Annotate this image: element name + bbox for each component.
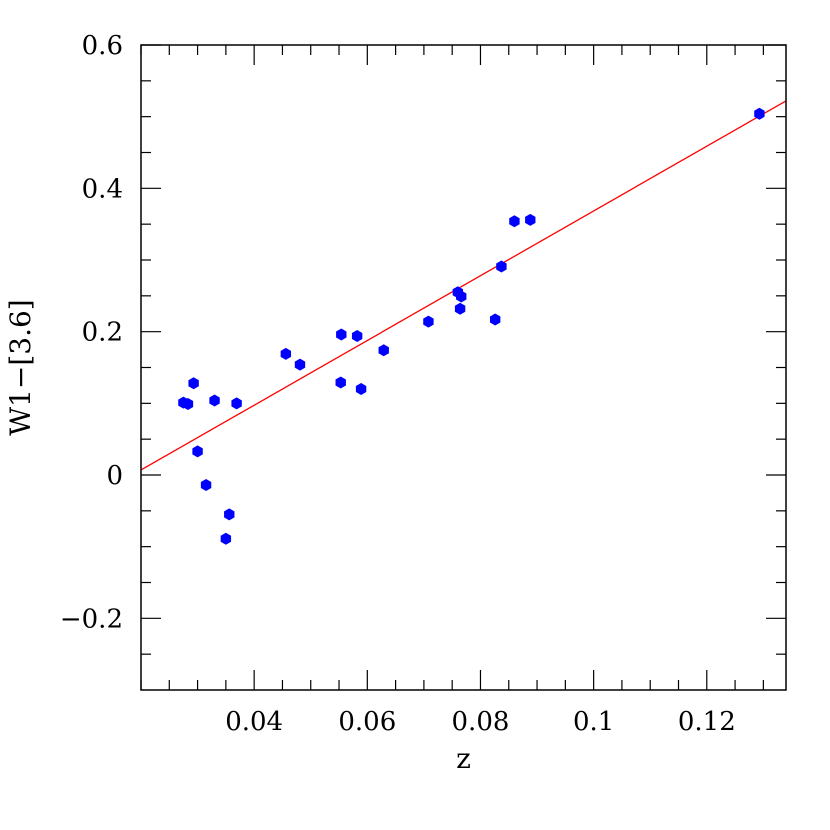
x-tick-label: 0.1 [573, 707, 614, 737]
data-point [355, 383, 367, 395]
fit-line-layer [140, 100, 787, 471]
y-tick-label: 0 [106, 461, 123, 491]
data-point [454, 302, 466, 315]
data-point [220, 532, 232, 545]
x-tick-label: 0.08 [452, 707, 510, 737]
x-tick-label: 0.04 [225, 707, 283, 737]
data-point [192, 445, 203, 458]
data-point [336, 328, 347, 341]
data-point [224, 508, 235, 521]
y-tick-label: 0.2 [82, 318, 123, 348]
y-tick-label: 0.4 [82, 174, 123, 204]
y-tick-label: −0.2 [60, 604, 123, 634]
y-tick-label: 0.6 [82, 31, 123, 61]
data-point [351, 329, 363, 342]
x-axis-title: z [456, 742, 471, 775]
data-point [335, 376, 346, 389]
data-point [509, 215, 520, 228]
data-point [200, 479, 212, 492]
data-point [496, 260, 507, 273]
data-point [182, 398, 194, 411]
fit-line [140, 100, 787, 471]
axis-ticks [140, 44, 786, 690]
data-point [423, 315, 434, 328]
data-point [525, 213, 536, 226]
data-point [456, 290, 467, 303]
data-point [188, 377, 199, 390]
data-point [209, 394, 220, 407]
data-point [754, 107, 765, 120]
data-point [378, 344, 389, 357]
y-tick-labels: −0.2 0 0.2 0.4 0.6 [60, 31, 123, 634]
data-points [178, 107, 765, 545]
y-axis-title: W1−[3.6] [4, 299, 37, 435]
data-point [489, 313, 501, 326]
data-point [294, 358, 306, 371]
x-tick-labels: 0.04 0.06 0.08 0.1 0.12 [225, 707, 736, 737]
x-tick-label: 0.12 [678, 707, 736, 737]
plot-frame [140, 44, 787, 691]
data-point [280, 347, 292, 360]
data-point [231, 397, 242, 410]
x-tick-label: 0.06 [338, 707, 396, 737]
